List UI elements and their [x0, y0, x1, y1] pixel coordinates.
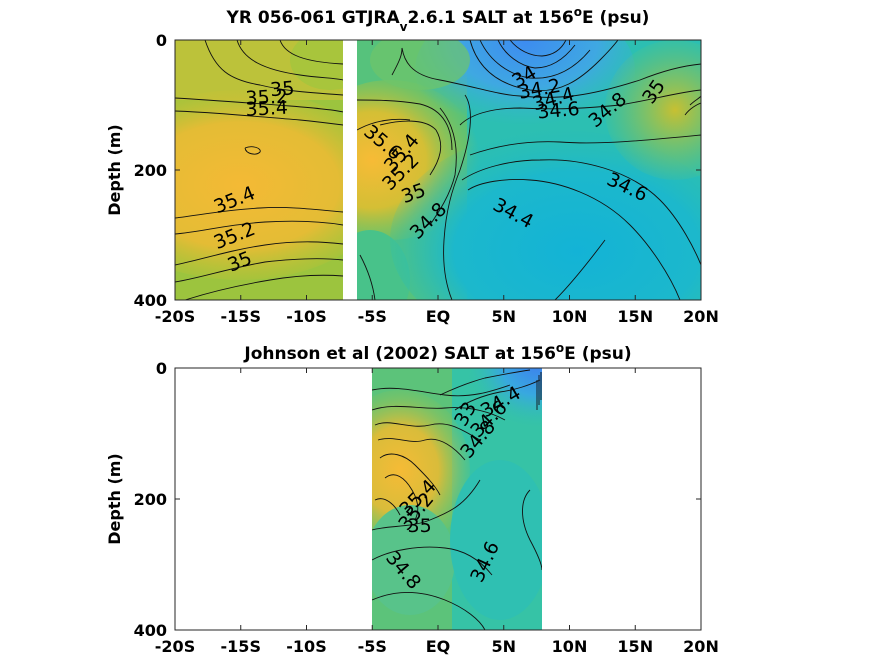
top-x-tick-label: -20S — [155, 307, 195, 326]
top-contour-lines — [175, 40, 701, 300]
bottom-x-tick-label: -5S — [358, 637, 387, 656]
top-contour-label: 35.2 — [245, 86, 288, 110]
top-x-tick-label: 10N — [552, 307, 588, 326]
top-chart-title: YR 056-061 GTJRAv2.6.1 SALT at 156oE (ps… — [226, 5, 650, 34]
bottom-y-axis-label: Depth (m) — [105, 453, 124, 545]
bottom-y-tick-label: 400 — [134, 621, 167, 640]
bottom-contour-lines — [372, 369, 542, 630]
top-x-tick-label: -15S — [221, 307, 261, 326]
top-data-gap — [343, 40, 357, 300]
top-x-tick-label: -5S — [358, 307, 387, 326]
top-x-tick-label: 15N — [617, 307, 653, 326]
top-y-tick-label: 400 — [134, 291, 167, 310]
bottom-x-tick-label: EQ — [426, 637, 451, 656]
bottom-x-tick-label: 20N — [683, 637, 719, 656]
top-x-tick-label: 5N — [491, 307, 516, 326]
bottom-axes: -20S -15S -10S -5S EQ 5N 10N 15N 20N 0 200 400 — [134, 359, 719, 656]
bottom-x-tick-label: -20S — [155, 637, 195, 656]
top-x-tick-label: -10S — [286, 307, 326, 326]
top-axes: -20S -15S -10S -5S EQ 5N 10N 15N 20N 0 200 400 — [134, 31, 719, 326]
bottom-x-tick-label: -15S — [221, 637, 261, 656]
bottom-x-tick-label: 10N — [552, 637, 588, 656]
top-salinity-field — [175, 40, 701, 300]
top-contour-label: 35.4 — [245, 97, 288, 121]
top-contour-label: 34.6 — [536, 98, 580, 124]
bottom-contour-label: 35 — [407, 515, 431, 537]
top-contour-label: 35 — [269, 77, 295, 101]
bottom-chart-title: Johnson et al (2002) SALT at 156oE (psu) — [243, 341, 631, 364]
bottom-y-tick-label: 0 — [156, 359, 167, 378]
top-x-tick-label: 20N — [683, 307, 719, 326]
bottom-x-tick-label: 15N — [617, 637, 653, 656]
top-y-tick-label: 0 — [156, 31, 167, 50]
top-y-axis-label: Depth (m) — [105, 124, 124, 216]
bottom-y-tick-label: 200 — [134, 490, 167, 509]
bottom-x-tick-label: 5N — [491, 637, 516, 656]
bottom-x-tick-label: -10S — [286, 637, 326, 656]
top-x-tick-label: EQ — [426, 307, 451, 326]
top-y-tick-label: 200 — [134, 161, 167, 180]
bottom-salinity-field — [372, 368, 542, 630]
